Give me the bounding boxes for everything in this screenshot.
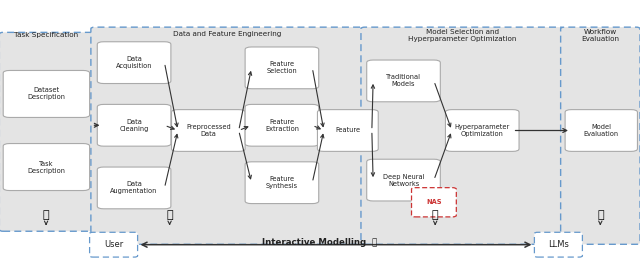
FancyBboxPatch shape: [91, 27, 364, 244]
Text: NAS: NAS: [426, 199, 442, 205]
FancyBboxPatch shape: [412, 188, 456, 217]
FancyBboxPatch shape: [565, 110, 637, 151]
FancyBboxPatch shape: [97, 104, 171, 146]
Text: Dataset
Description: Dataset Description: [28, 87, 65, 100]
Text: 🤖: 🤖: [166, 210, 173, 220]
Text: Data and Feature Engineering: Data and Feature Engineering: [173, 31, 282, 37]
FancyBboxPatch shape: [317, 110, 378, 151]
Text: Hyperparameter
Optimization: Hyperparameter Optimization: [454, 124, 510, 137]
Text: Preprocessed
Data: Preprocessed Data: [186, 124, 230, 137]
FancyBboxPatch shape: [172, 110, 245, 151]
Text: Deep Neural
Networks: Deep Neural Networks: [383, 174, 424, 187]
FancyBboxPatch shape: [445, 110, 519, 151]
FancyBboxPatch shape: [361, 27, 564, 244]
Text: Data
Acquisition: Data Acquisition: [116, 56, 152, 69]
Text: Feature
Synthesis: Feature Synthesis: [266, 176, 298, 189]
FancyBboxPatch shape: [97, 42, 171, 84]
Text: Task
Description: Task Description: [28, 161, 65, 174]
FancyBboxPatch shape: [245, 104, 319, 146]
Text: Feature: Feature: [335, 128, 360, 133]
Text: Model
Evaluation: Model Evaluation: [584, 124, 619, 137]
FancyBboxPatch shape: [245, 162, 319, 204]
Text: Task Specification: Task Specification: [14, 32, 78, 38]
FancyBboxPatch shape: [3, 70, 90, 117]
FancyBboxPatch shape: [0, 32, 93, 231]
Text: Traditional
Models: Traditional Models: [386, 74, 421, 87]
Text: Workflow
Evaluation: Workflow Evaluation: [581, 29, 620, 42]
FancyBboxPatch shape: [90, 232, 138, 257]
FancyBboxPatch shape: [367, 159, 440, 201]
Text: 🤖: 🤖: [597, 210, 604, 220]
Text: Model Selection and
Hyperparameter Optimization: Model Selection and Hyperparameter Optim…: [408, 29, 516, 42]
Text: Data
Cleaning: Data Cleaning: [120, 119, 148, 132]
FancyBboxPatch shape: [245, 47, 319, 89]
Text: User: User: [104, 240, 124, 249]
FancyBboxPatch shape: [3, 144, 90, 191]
FancyBboxPatch shape: [534, 232, 582, 257]
FancyBboxPatch shape: [367, 60, 440, 102]
FancyBboxPatch shape: [561, 27, 640, 244]
Text: Interactive Modelling  🏃: Interactive Modelling 🏃: [262, 238, 378, 247]
Text: Feature
Extraction: Feature Extraction: [265, 119, 299, 132]
Text: 👤: 👤: [43, 210, 49, 220]
Text: Data
Augmentation: Data Augmentation: [110, 181, 158, 194]
FancyBboxPatch shape: [97, 167, 171, 209]
Text: 🤖: 🤖: [432, 210, 438, 220]
Text: Feature
Selection: Feature Selection: [266, 61, 298, 74]
Text: LLMs: LLMs: [548, 240, 569, 249]
